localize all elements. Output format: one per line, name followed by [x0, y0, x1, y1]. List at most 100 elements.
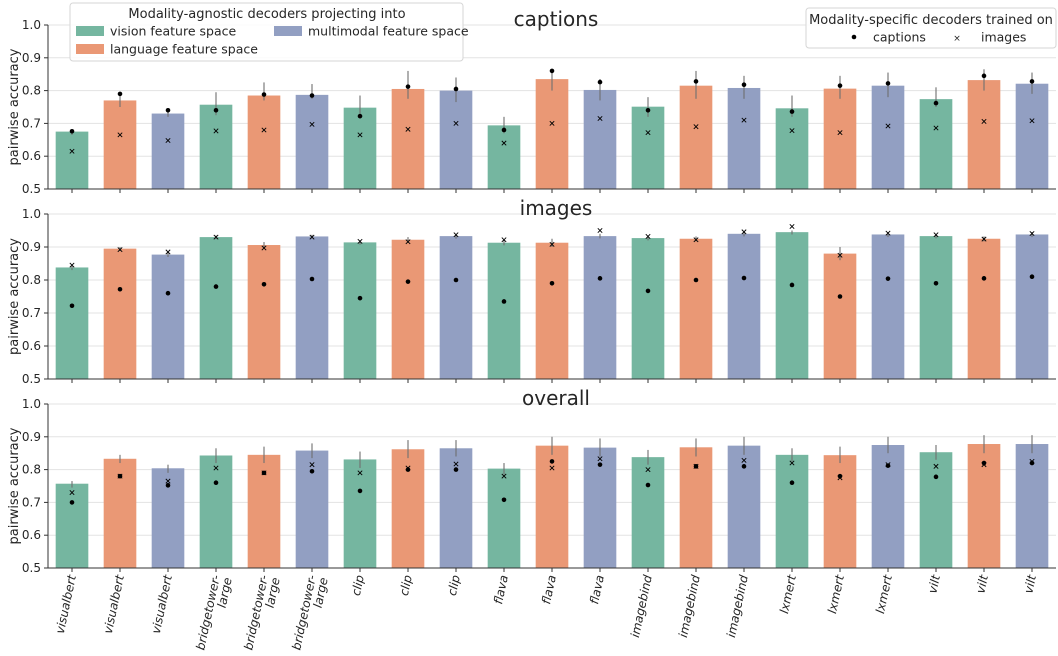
bar-language [536, 446, 569, 568]
x-tick-label: flava [491, 574, 511, 606]
x-tick-label: imagebind [676, 573, 703, 638]
legend-label-multimodal: multimodal feature space [308, 24, 469, 39]
captions-decoder-point [358, 296, 363, 301]
bar-multimodal [728, 234, 761, 379]
bar-language [104, 249, 137, 379]
bar-language [392, 89, 425, 189]
captions-decoder-point [934, 281, 939, 286]
x-tick-label: lxmert [873, 572, 895, 614]
bar-multimodal [440, 236, 473, 379]
captions-decoder-point [406, 279, 411, 284]
bar-vision [488, 469, 521, 568]
captions-decoder-point [310, 93, 315, 98]
captions-decoder-point [886, 81, 891, 86]
bar-language [968, 239, 1001, 379]
bar-vision [920, 99, 953, 189]
bar-language [392, 449, 425, 568]
captions-decoder-point [550, 69, 555, 74]
captions-decoder-point [166, 483, 171, 488]
y-tick-label: 0.5 [22, 372, 41, 386]
captions-decoder-point [694, 79, 699, 84]
captions-decoder-point [502, 497, 507, 502]
bar-vision [200, 105, 233, 189]
x-tick-label: visualbert [53, 572, 79, 634]
bar-language [680, 86, 713, 189]
legend-label-images: images [981, 30, 1026, 45]
bar-multimodal [296, 236, 329, 379]
y-axis-label: pairwise accuracy [7, 427, 22, 544]
x-tick-label: imagebind [724, 573, 751, 638]
x-tick-label: vilt [925, 572, 943, 594]
captions-decoder-point [646, 483, 651, 488]
x-tick-label: visualbert [101, 572, 127, 634]
bar-multimodal [872, 86, 905, 189]
y-tick-label: 0.7 [22, 306, 41, 320]
legend-swatch-language [76, 44, 104, 54]
bar-language [104, 100, 137, 189]
y-tick-label: 1.0 [22, 18, 41, 32]
x-tick-label: clip [445, 573, 463, 597]
captions-decoder-point [598, 80, 603, 85]
y-tick-label: 1.0 [22, 207, 41, 221]
bar-vision [776, 232, 809, 379]
captions-decoder-point [70, 303, 75, 308]
y-tick-label: 0.9 [22, 51, 41, 65]
y-axis-label: pairwise accuracy [7, 48, 22, 165]
legend-specific: Modality-specific decoders trained on ca… [806, 8, 1056, 48]
bar-vision [776, 108, 809, 189]
legend-marker-images: × [953, 34, 961, 44]
x-tick-label: lxmert [777, 572, 799, 614]
y-tick-label: 0.5 [22, 561, 41, 575]
y-tick-label: 0.7 [22, 116, 41, 130]
y-tick-label: 0.5 [22, 182, 41, 196]
bar-vision [632, 457, 665, 568]
legend-agnostic-title: Modality-agnostic decoders projecting in… [128, 7, 405, 22]
captions-decoder-point [454, 467, 459, 472]
captions-decoder-point [598, 462, 603, 467]
bar-multimodal [872, 234, 905, 379]
bar-vision [920, 452, 953, 568]
bar-multimodal [584, 90, 617, 189]
y-tick-label: 0.7 [22, 495, 41, 509]
bar-vision [344, 108, 377, 189]
captions-decoder-point [790, 480, 795, 485]
bar-vision [344, 242, 377, 379]
captions-decoder-point [214, 284, 219, 289]
captions-decoder-point [118, 287, 123, 292]
y-axis-label: pairwise accuracy [7, 238, 22, 355]
captions-decoder-point [550, 281, 555, 286]
bar-multimodal [728, 446, 761, 568]
panel-title: captions [514, 7, 599, 31]
bar-multimodal [1016, 234, 1049, 379]
images-decoder-point [598, 228, 602, 232]
bar-multimodal [296, 95, 329, 189]
captions-decoder-point [742, 276, 747, 281]
x-tick-labels: visualbert visualbert visualbert bridgetowe… [53, 572, 1039, 652]
bar-language [824, 89, 857, 189]
bar-vision [200, 455, 233, 568]
legend-marker-captions [852, 35, 857, 40]
bar-vision [488, 125, 521, 189]
captions-decoder-point [262, 92, 267, 97]
bar-vision [488, 243, 521, 379]
captions-decoder-point [166, 291, 171, 296]
panel-title: images [520, 196, 593, 220]
captions-decoder-point [406, 84, 411, 89]
legend-label-vision: vision feature space [110, 24, 236, 39]
panel-images: 0.50.60.70.80.91.0pairwise accuracyimage… [7, 196, 1056, 386]
bar-language [248, 245, 281, 379]
x-tick-label: visualbert [149, 572, 175, 634]
bar-multimodal [440, 91, 473, 189]
captions-decoder-point [1030, 274, 1035, 279]
y-tick-label: 1.0 [22, 397, 41, 411]
bar-language [968, 80, 1001, 189]
captions-decoder-point [982, 74, 987, 79]
bar-language [392, 240, 425, 379]
x-tick-label: clip [397, 573, 415, 597]
x-tick-label: lxmert [825, 572, 847, 614]
y-tick-label: 0.8 [22, 463, 41, 477]
bar-multimodal [152, 255, 185, 379]
captions-decoder-point [214, 108, 219, 113]
captions-decoder-point [550, 459, 555, 464]
